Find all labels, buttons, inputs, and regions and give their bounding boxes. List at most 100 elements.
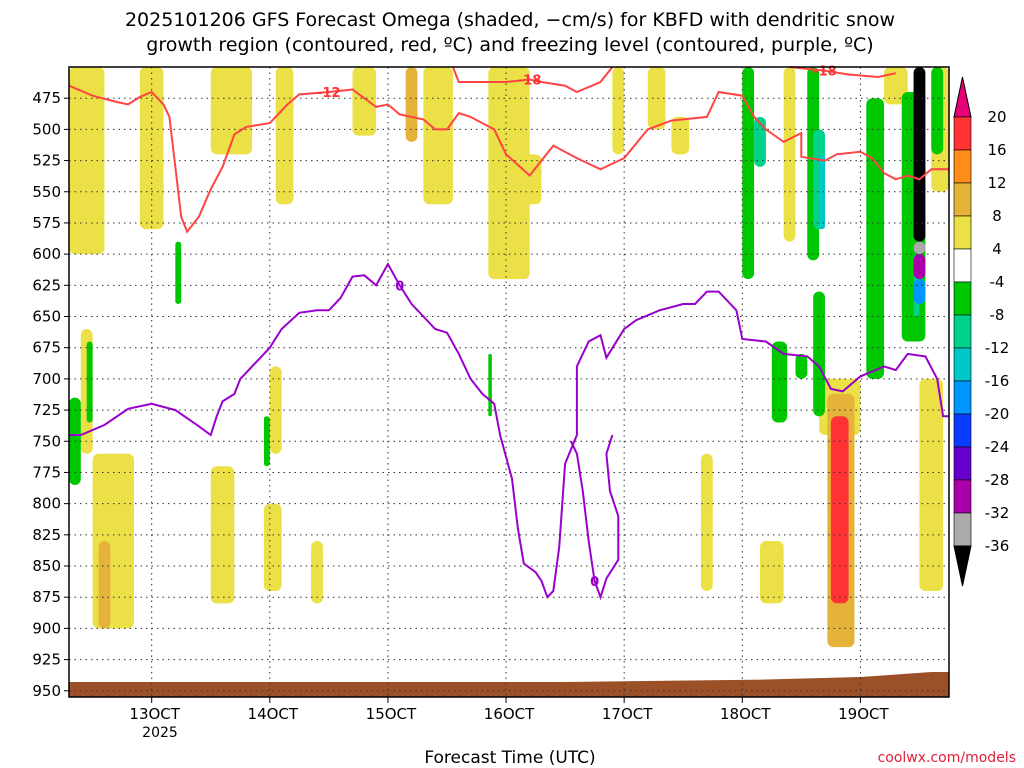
- y-tick-label: 800: [32, 495, 61, 513]
- omega-region: [795, 353, 808, 379]
- colorbar-label: -32: [985, 504, 1010, 522]
- omega-region: [98, 541, 111, 629]
- dendritic-contour: [68, 84, 949, 234]
- y-tick-label: 825: [32, 526, 61, 544]
- colorbar-swatch: [953, 281, 972, 316]
- omega-region: [210, 466, 235, 604]
- omega-region: [919, 378, 944, 591]
- omega-region: [913, 279, 926, 305]
- omega-region: [263, 503, 282, 591]
- dendritic-contour-label: -18: [518, 73, 542, 88]
- colorbar-label: -8: [990, 306, 1005, 324]
- dendritic-contour-label: -12: [317, 86, 341, 101]
- dendritic-contour: [789, 66, 897, 79]
- colorbar-label: -28: [985, 471, 1010, 489]
- omega-region: [423, 67, 453, 205]
- colorbar-swatch: [953, 248, 972, 283]
- colorbar-top-arrow: [953, 76, 972, 118]
- colorbar-label: -4: [990, 273, 1005, 291]
- y-tick-label: 750: [32, 432, 61, 450]
- y-tick-label: 675: [32, 339, 61, 357]
- omega-region: [175, 241, 182, 305]
- chart-title-line1: 2025101206 GFS Forecast Omega (shaded, −…: [125, 9, 895, 31]
- omega-region: [488, 353, 492, 417]
- colorbar-label: 12: [987, 174, 1006, 192]
- x-tick-label: 15OCT: [366, 705, 417, 723]
- freezing-contour: [69, 262, 949, 600]
- colorbar-label: 16: [987, 141, 1006, 159]
- colorbar-swatch: [953, 512, 972, 547]
- omega-region: [931, 67, 944, 155]
- omega-region: [139, 67, 164, 230]
- colorbar-swatch: [953, 347, 972, 382]
- y-tick-label: 625: [32, 276, 61, 294]
- freezing-contour: [570, 434, 620, 601]
- omega-region: [783, 67, 796, 242]
- omega-region: [819, 154, 825, 230]
- omega-region: [884, 67, 908, 105]
- colorbar-swatch: [953, 116, 972, 151]
- omega-region: [612, 67, 625, 155]
- omega-region: [275, 67, 294, 205]
- y-tick-label: 475: [32, 89, 61, 107]
- omega-region: [830, 416, 849, 604]
- colorbar-swatch: [953, 446, 972, 481]
- x-tick-label: 19OCT: [838, 705, 889, 723]
- omega-region: [210, 67, 253, 155]
- omega-region: [352, 67, 377, 136]
- omega-region: [913, 67, 926, 242]
- omega-region: [671, 116, 690, 155]
- omega-region: [700, 453, 713, 591]
- colorbar-swatch: [953, 149, 972, 184]
- x-tick-label: 13OCT: [129, 705, 180, 723]
- colorbar-bottom-arrow: [953, 545, 972, 587]
- colorbar-label: -36: [985, 537, 1010, 555]
- x-axis-ticks: 13OCT 14OCT 15OCT 16OCT 17OCT 18OCT 19OCT: [129, 697, 890, 723]
- y-axis-ticks: 475 500 525 550 575 600 625 650 675 700 725 750 775 8…: [32, 89, 69, 700]
- y-tick-label: 875: [32, 588, 61, 606]
- x-axis-label: Forecast Time (UTC): [424, 748, 595, 768]
- y-tick-label: 550: [32, 183, 61, 201]
- colorbar-swatch: [953, 182, 972, 217]
- colorbar-swatch: [953, 314, 972, 349]
- omega-region: [488, 67, 530, 280]
- y-tick-label: 700: [32, 370, 61, 388]
- omega-region: [86, 341, 93, 423]
- omega-region: [647, 67, 666, 130]
- y-tick-label: 500: [32, 120, 61, 138]
- chart-title-line2: growth region (contoured, red, ºC) and f…: [146, 34, 873, 56]
- colorbar-swatch: [953, 479, 972, 514]
- y-tick-label: 900: [32, 619, 61, 637]
- freezing-contour-label: 0: [590, 575, 599, 590]
- omega-region: [760, 541, 784, 604]
- omega-region: [269, 366, 282, 454]
- x-axis-year: 2025: [142, 725, 178, 741]
- x-tick-label: 17OCT: [602, 705, 653, 723]
- omega-region: [742, 67, 755, 280]
- colorbar-swatch: [953, 215, 972, 250]
- omega-region: [813, 291, 825, 417]
- omega-region: [405, 67, 418, 142]
- y-tick-label: 950: [32, 682, 61, 700]
- x-tick-label: 18OCT: [720, 705, 771, 723]
- omega-region: [263, 416, 270, 467]
- y-tick-label: 650: [32, 308, 61, 326]
- y-tick-label: 725: [32, 401, 61, 419]
- dendritic-contour: [451, 66, 614, 94]
- omega-region: [511, 154, 542, 205]
- colorbar-label: -16: [985, 372, 1010, 390]
- freezing-contour-label: 0: [395, 279, 404, 294]
- colorbar-label: 8: [992, 207, 1002, 225]
- x-tick-label: 16OCT: [484, 705, 535, 723]
- colorbar-swatch: [953, 413, 972, 448]
- credit-text: coolwx.com/models: [878, 750, 1016, 766]
- omega-region: [913, 254, 926, 280]
- plot-frame: [68, 66, 950, 698]
- colorbar-swatch: [953, 380, 972, 415]
- x-tick-label: 14OCT: [248, 705, 299, 723]
- omega-region: [913, 241, 926, 255]
- plot-grid: [69, 67, 949, 697]
- colorbar-label: -20: [985, 405, 1010, 423]
- y-tick-label: 600: [32, 245, 61, 263]
